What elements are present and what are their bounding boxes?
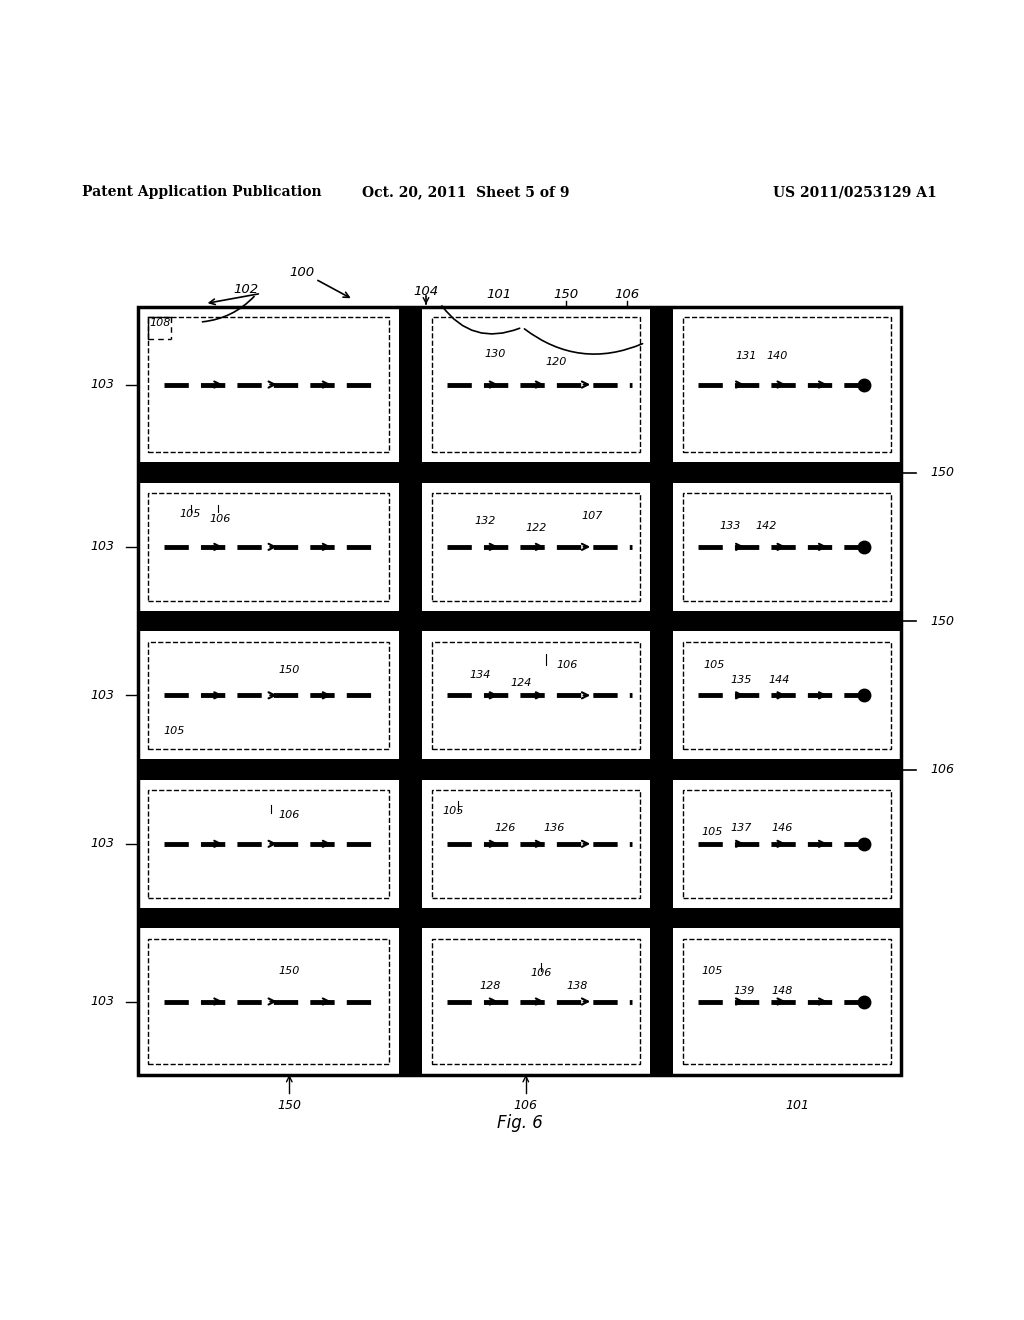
Text: 144: 144 [768, 675, 790, 685]
Text: 101: 101 [486, 288, 511, 301]
Text: 137: 137 [730, 824, 752, 833]
Bar [399, 306, 422, 1074]
Bar [432, 791, 640, 898]
Bar [683, 494, 891, 601]
Text: 146: 146 [771, 824, 793, 833]
Text: 103: 103 [90, 837, 115, 850]
Text: 100: 100 [290, 267, 314, 280]
Text: 103: 103 [90, 995, 115, 1008]
Text: 105: 105 [701, 826, 723, 837]
Bar [138, 306, 901, 1074]
Text: 148: 148 [771, 986, 793, 997]
Text: 128: 128 [479, 981, 501, 991]
Bar [148, 494, 389, 601]
Text: 132: 132 [474, 516, 496, 527]
Bar [683, 939, 891, 1064]
Text: 103: 103 [90, 378, 115, 391]
Text: 103: 103 [90, 689, 115, 702]
Text: 105: 105 [442, 807, 464, 816]
Text: 105: 105 [701, 966, 723, 975]
Bar [148, 791, 389, 898]
Text: 102: 102 [233, 282, 258, 296]
Bar [148, 642, 389, 748]
Text: 135: 135 [730, 675, 752, 685]
Text: 105: 105 [703, 660, 725, 669]
Text: Patent Application Publication: Patent Application Publication [82, 185, 322, 199]
Text: 122: 122 [525, 524, 547, 533]
Text: 106: 106 [930, 763, 954, 776]
Text: 106: 106 [530, 968, 552, 978]
Text: 101: 101 [785, 1100, 809, 1111]
Text: 126: 126 [495, 824, 516, 833]
Bar [683, 791, 891, 898]
Text: 106: 106 [556, 660, 578, 669]
Text: 150: 150 [554, 288, 579, 301]
Text: 124: 124 [510, 678, 531, 688]
Text: 136: 136 [544, 824, 565, 833]
Text: US 2011/0253129 A1: US 2011/0253129 A1 [773, 185, 937, 199]
Text: Fig. 6: Fig. 6 [498, 1114, 543, 1131]
Text: 120: 120 [546, 356, 567, 367]
Text: 150: 150 [279, 665, 300, 675]
Text: 130: 130 [484, 348, 506, 359]
Text: 142: 142 [756, 521, 777, 532]
Text: 150: 150 [278, 1100, 301, 1111]
Text: 134: 134 [469, 669, 490, 680]
Bar [432, 494, 640, 601]
Bar [148, 939, 389, 1064]
Bar [683, 317, 891, 453]
Text: 106: 106 [210, 513, 231, 524]
Text: 150: 150 [930, 615, 954, 627]
Text: 140: 140 [766, 351, 787, 360]
Bar [138, 611, 901, 631]
Text: 131: 131 [735, 351, 757, 360]
Bar [148, 317, 389, 453]
Text: 106: 106 [279, 810, 300, 820]
Text: 107: 107 [582, 511, 603, 521]
Bar [138, 908, 901, 928]
Text: 103: 103 [90, 540, 115, 553]
Text: 138: 138 [566, 981, 588, 991]
Text: 105: 105 [164, 726, 185, 735]
Text: 106: 106 [514, 1100, 538, 1111]
Text: 150: 150 [279, 966, 300, 975]
Text: 133: 133 [720, 521, 741, 532]
Text: 104: 104 [414, 285, 438, 298]
Bar [432, 317, 640, 453]
Bar [432, 642, 640, 748]
Text: 139: 139 [733, 986, 755, 997]
Text: 106: 106 [614, 288, 639, 301]
Text: 108: 108 [150, 318, 170, 329]
Text: 150: 150 [930, 466, 954, 479]
Bar [138, 462, 901, 483]
Text: Oct. 20, 2011  Sheet 5 of 9: Oct. 20, 2011 Sheet 5 of 9 [362, 185, 569, 199]
Text: 105: 105 [179, 508, 201, 519]
Bar [683, 642, 891, 748]
Bar [650, 306, 673, 1074]
Bar [138, 759, 901, 780]
Bar [432, 939, 640, 1064]
